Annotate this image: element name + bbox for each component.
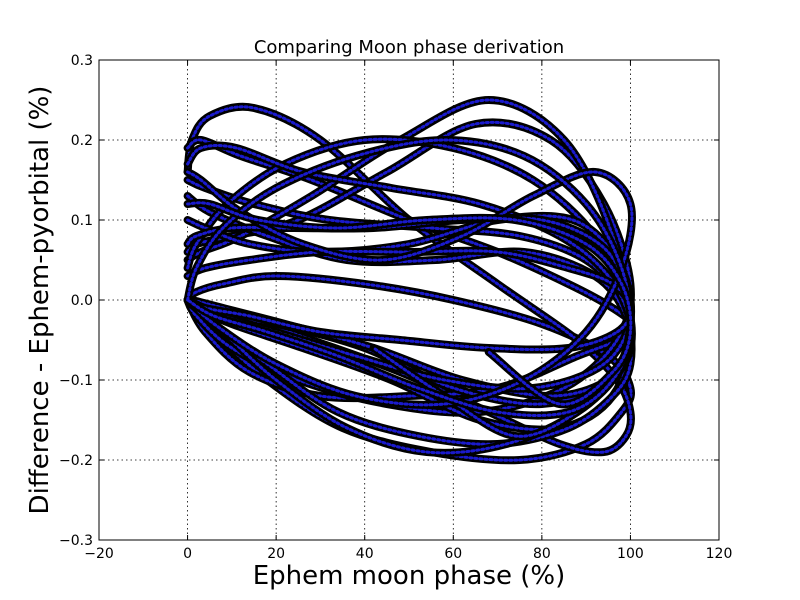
series-14-face [186,201,633,406]
y-tick-label: −0.2 [59,453,93,469]
y-tick-label: 0.0 [71,293,93,309]
x-tick-label: 60 [444,546,462,562]
x-tick-label: 40 [356,546,374,562]
x-tick-label: 0 [183,546,192,562]
x-tick-label: 20 [267,546,285,562]
series-6-face [186,194,634,446]
y-tick-label: −0.3 [59,533,93,549]
series-3-face [186,120,633,415]
x-axis-label: Ephem moon phase (%) [253,561,566,591]
tick-layer: −20 0 20 40 60 80 100 120 −0.3 −0.2 −0.1 0.0 0.1 0.2 0… [59,53,732,562]
x-tick-label: 120 [706,546,733,562]
data-layer [183,96,636,465]
x-tick-label: 80 [533,546,551,562]
x-tick-label: 100 [617,546,644,562]
y-tick-label: 0.1 [71,213,93,229]
y-tick-label: −0.1 [59,373,93,389]
scatter-series-group [183,96,636,465]
y-tick-label: 0.3 [71,53,93,69]
x-tick-label: −20 [84,546,114,562]
y-tick-label: 0.2 [71,133,93,149]
series-12-face [186,170,634,407]
chart-title: Comparing Moon phase derivation [254,37,564,58]
y-axis-label: Difference - Ephem-pyorbital (%) [25,86,55,515]
